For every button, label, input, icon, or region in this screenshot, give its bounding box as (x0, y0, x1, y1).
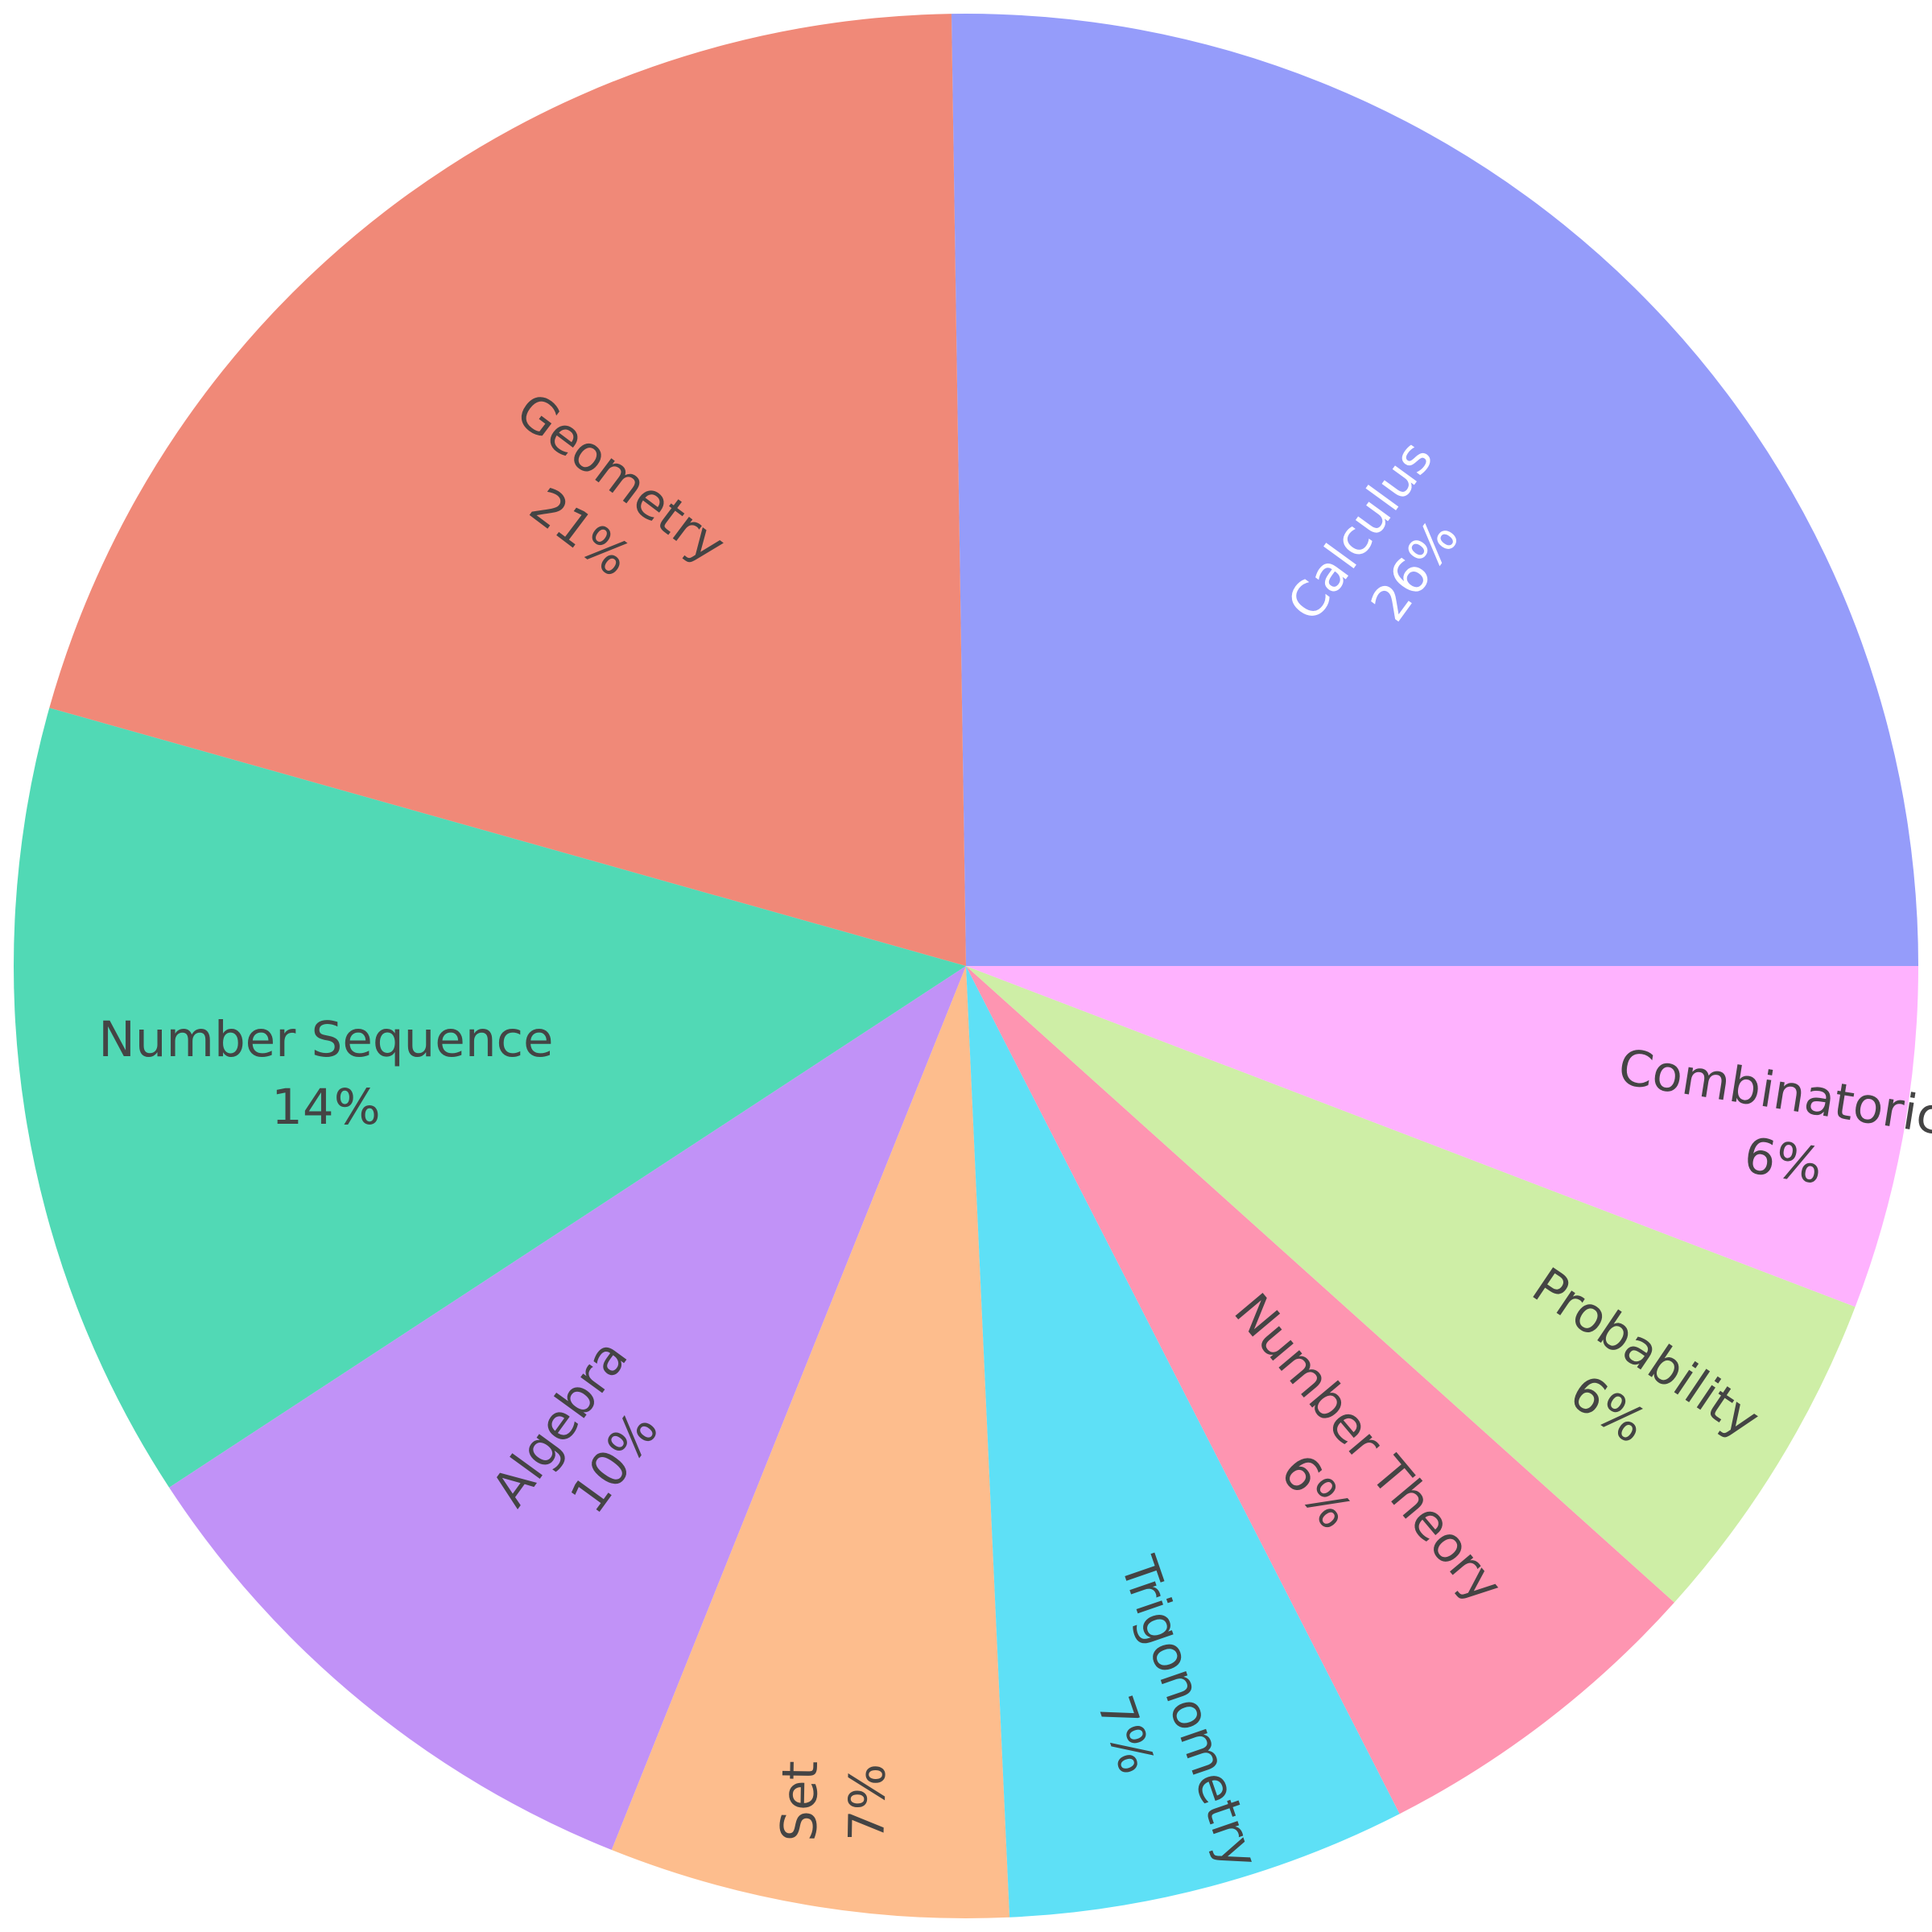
pie-slice-set (611, 966, 1010, 1919)
slice-label-name: Set (770, 1761, 829, 1842)
pie-slice-calculus (951, 13, 1918, 966)
pie-slice-probability (966, 966, 1856, 1603)
slice-label-number-sequence: Number Sequence 14% (98, 1011, 553, 1136)
pie-slice-trigonometry (966, 966, 1400, 1918)
slice-label-percent: 7% (838, 1763, 897, 1842)
pie-slice-number-sequence (13, 708, 966, 1488)
pie-slice-number-theory (966, 966, 1674, 1814)
slice-label-percent: 6% (1740, 1127, 1827, 1195)
pie-slice-algebra (169, 966, 966, 1851)
slices-layer (13, 13, 1918, 1919)
slice-label-percent: 14% (271, 1079, 381, 1136)
pie-slice-geometry (49, 14, 967, 966)
slice-label-set: Set 7% (770, 1761, 897, 1842)
pie-slice-combinatorics (966, 966, 1918, 1307)
slice-label-name: Number Sequence (98, 1011, 553, 1068)
